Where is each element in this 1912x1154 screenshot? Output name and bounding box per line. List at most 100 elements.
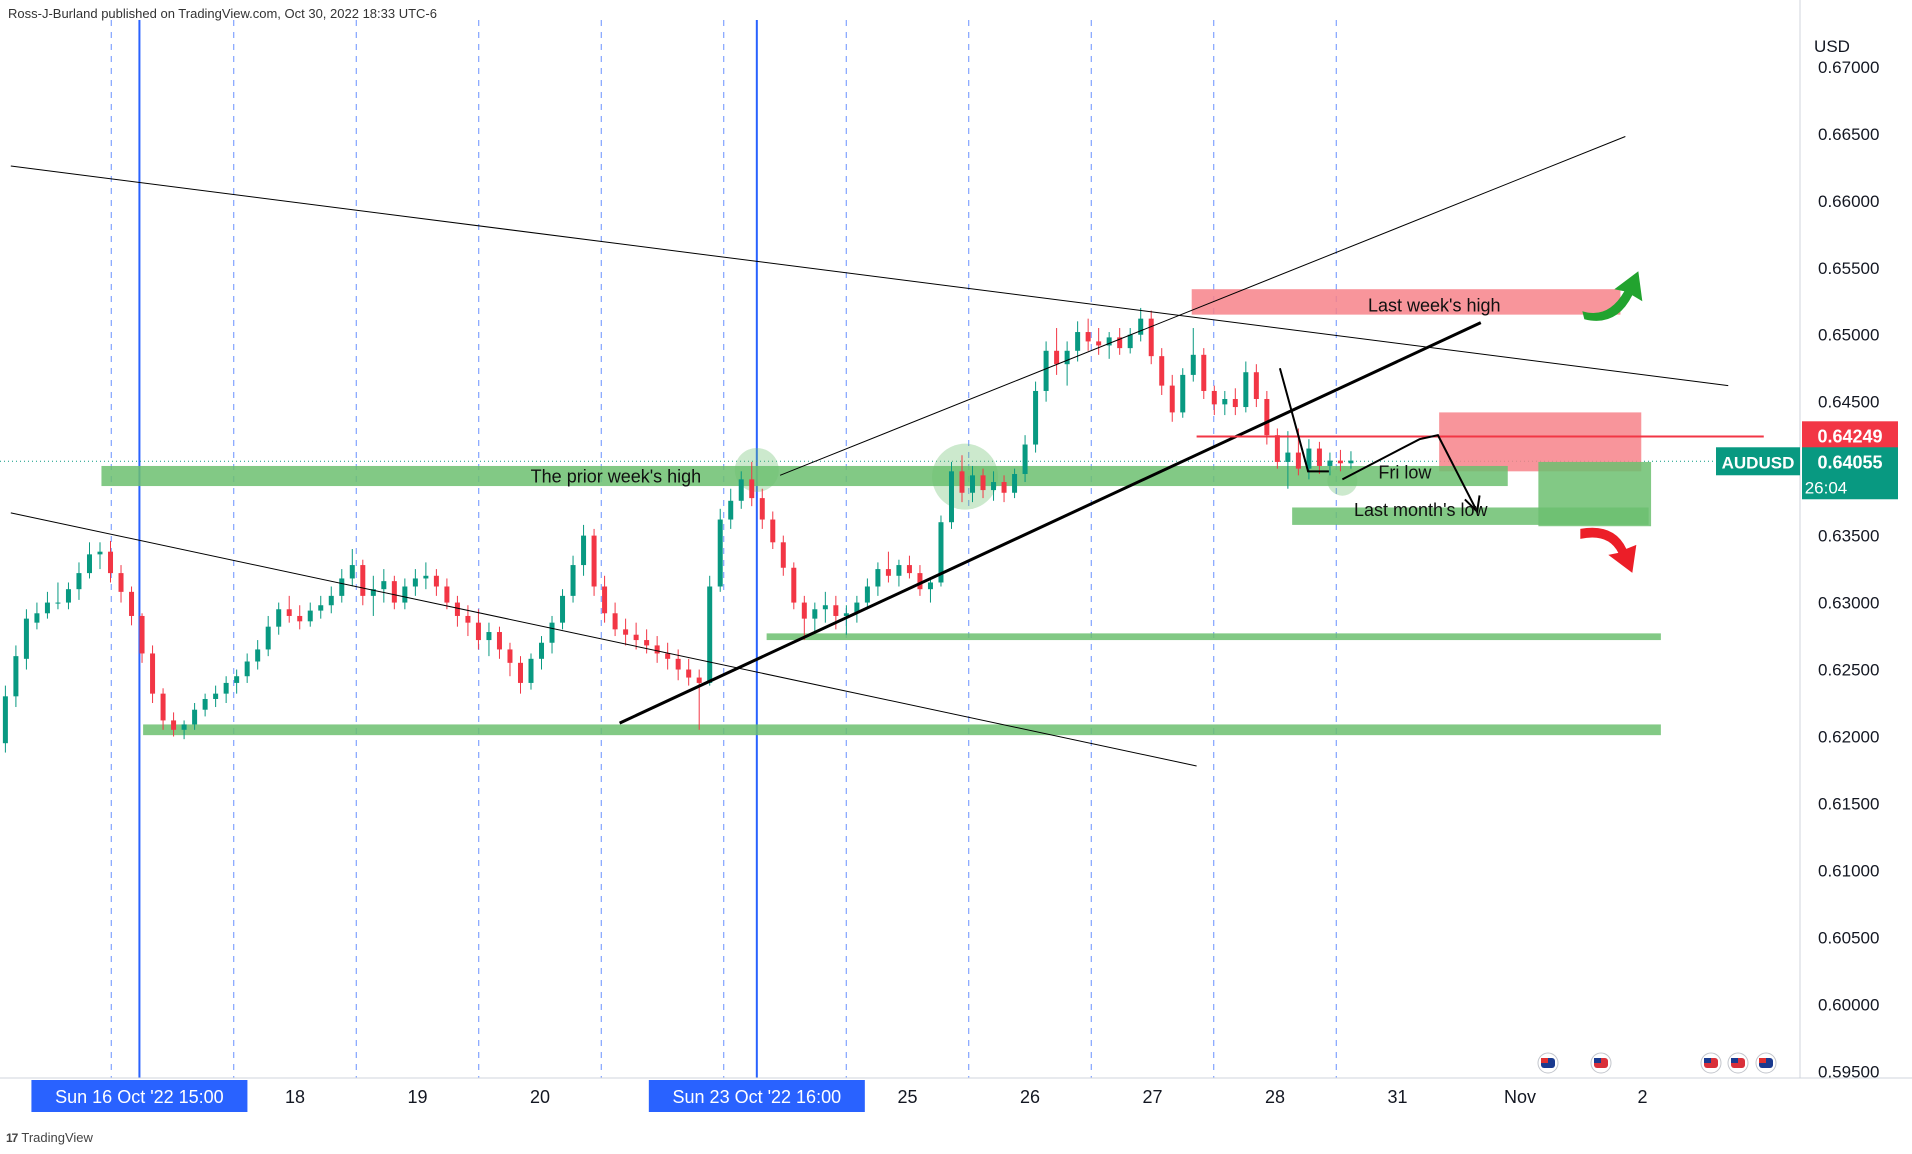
- y-tick-label: 0.62000: [1818, 727, 1879, 746]
- candle-body: [297, 615, 303, 622]
- candle-body: [906, 565, 912, 574]
- candle-body: [129, 591, 135, 616]
- candle-body: [86, 554, 92, 574]
- x-tick-label: 31: [1387, 1087, 1407, 1107]
- candle-body: [749, 479, 755, 499]
- candle-body: [770, 519, 776, 543]
- candle-body: [381, 581, 387, 590]
- candle-body: [517, 662, 523, 683]
- candle-body: [244, 661, 250, 677]
- candle-body: [917, 573, 923, 590]
- candle-body: [286, 609, 292, 616]
- x-tick-highlight: [648, 1080, 865, 1112]
- candle-body: [591, 535, 597, 587]
- projection-path: [1341, 434, 1479, 512]
- trendline-layer: [10, 136, 1764, 767]
- candle-body: [118, 573, 124, 592]
- footer-brand: TradingView: [21, 1130, 93, 1145]
- candle-body: [654, 645, 660, 654]
- candle-body: [255, 649, 261, 662]
- candle-body: [2, 696, 8, 744]
- price-label-bg: [1802, 421, 1898, 450]
- y-tick-label: 0.63500: [1818, 527, 1879, 546]
- candle-body: [1295, 452, 1301, 469]
- candle-body: [465, 615, 471, 623]
- resistance-zone: [1439, 412, 1642, 472]
- last-price-label-bg: [1802, 447, 1898, 500]
- axes-layer: USD 0.67000 0.66500 0.66000 0.65500 0.65000 0.…: [0, 0, 1912, 1112]
- candle-body: [812, 609, 818, 619]
- candle-body: [759, 498, 765, 520]
- candle-body: [875, 569, 881, 587]
- candle-body: [507, 649, 513, 663]
- y-tick-label: 0.62500: [1818, 661, 1879, 680]
- candle-body: [349, 565, 355, 579]
- trend-line: [10, 165, 1729, 387]
- candle-body: [139, 615, 145, 654]
- countdown-label: 26:04: [1805, 478, 1848, 497]
- x-tick-highlight: [31, 1080, 248, 1112]
- candle-body: [1211, 390, 1217, 405]
- projection-path: [1278, 367, 1329, 473]
- candle-body: [1348, 460, 1354, 464]
- candle-body: [1022, 444, 1028, 475]
- candle-body: [1274, 435, 1280, 462]
- candle-body: [980, 475, 986, 491]
- trend-line: [618, 321, 1482, 725]
- candle-body: [854, 602, 860, 614]
- candle-body: [1043, 350, 1049, 391]
- candle-body: [1106, 337, 1112, 346]
- y-tick-label: 0.59500: [1818, 1062, 1879, 1081]
- candle-body: [318, 605, 324, 611]
- flag-canton: [1541, 1058, 1548, 1063]
- support-zone: [101, 465, 1508, 487]
- flag-canton: [1731, 1058, 1738, 1063]
- annotation-label: Fri low: [1378, 463, 1432, 483]
- x-tick-label: 20: [530, 1087, 550, 1107]
- x-tick-label: 26: [1020, 1087, 1040, 1107]
- symbol-label-bg: [1716, 447, 1800, 476]
- annotation-label: Last week's high: [1368, 295, 1501, 315]
- candle-body: [433, 575, 439, 587]
- candle-body: [801, 602, 807, 619]
- y-tick-label: 0.66000: [1818, 192, 1879, 211]
- candle-body: [370, 589, 376, 596]
- candle-body: [675, 658, 681, 670]
- candle-body: [97, 551, 103, 555]
- candle-body: [1264, 399, 1270, 436]
- candle-body: [707, 586, 713, 683]
- candle-body: [717, 519, 723, 587]
- candle-body: [34, 613, 40, 623]
- candle-body: [612, 613, 618, 630]
- candle-body: [791, 567, 797, 603]
- candle-body: [223, 682, 229, 694]
- candle-body: [549, 622, 555, 643]
- candle-body: [686, 669, 692, 678]
- candle-body: [234, 676, 240, 683]
- candle-body: [1138, 318, 1144, 335]
- candle-body: [486, 632, 492, 641]
- support-zone: [143, 724, 1661, 736]
- candle-body: [1127, 334, 1133, 349]
- candle-body: [192, 709, 198, 725]
- candle-body: [328, 595, 334, 606]
- flag-canton: [1759, 1058, 1766, 1063]
- candle-body: [1148, 318, 1154, 357]
- candle-body: [1337, 460, 1343, 464]
- bearish-arrow-icon: [1580, 527, 1637, 573]
- candle-body: [728, 500, 734, 520]
- candle-body: [1001, 482, 1007, 493]
- support-zone: [766, 633, 1661, 641]
- x-tick-label: Nov: [1504, 1087, 1536, 1107]
- candle-body: [108, 551, 114, 574]
- y-tick-label: 0.61000: [1818, 861, 1879, 880]
- y-tick-label: 0.60500: [1818, 928, 1879, 947]
- candle-body: [1033, 390, 1039, 445]
- resistance-zone: [1191, 289, 1621, 315]
- annotation-label: Last month's low: [1354, 500, 1488, 520]
- candle-body: [665, 653, 671, 659]
- candle-body: [696, 677, 702, 683]
- candle-body: [1243, 372, 1249, 408]
- candle-layer: [2, 307, 1354, 753]
